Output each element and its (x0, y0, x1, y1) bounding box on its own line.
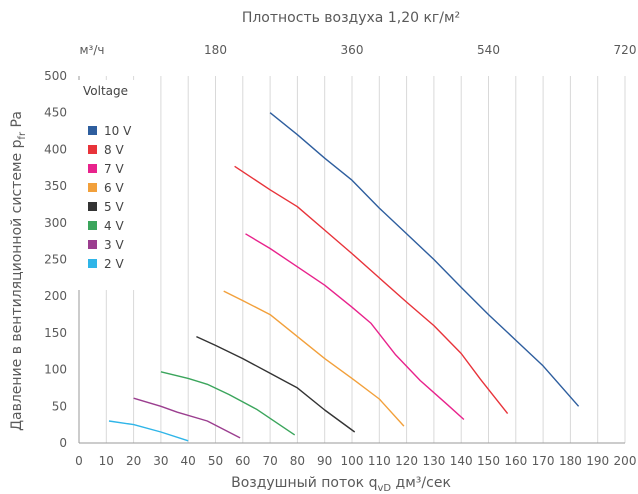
x-tick-label: 0 (75, 454, 83, 468)
x-tick-label: 60 (235, 454, 250, 468)
legend-label: 6 V (104, 181, 124, 195)
legend-swatch (88, 240, 97, 249)
x-tick-label: 120 (395, 454, 418, 468)
top-tick-label: 360 (341, 43, 364, 57)
legend-label: 3 V (104, 238, 124, 252)
series-line (133, 397, 241, 439)
legend-label: 8 V (104, 143, 124, 157)
x-tick-label: 20 (126, 454, 141, 468)
legend-label: 2 V (104, 257, 124, 271)
x-tick-label: 150 (477, 454, 500, 468)
legend-swatch (88, 164, 97, 173)
y-axis-label: Давление в вентиляционной системе pfr Pa (9, 111, 28, 431)
x-tick-label: 10 (99, 454, 114, 468)
y-tick-label: 250 (44, 253, 67, 267)
series-line (196, 335, 356, 433)
legend-swatch (88, 183, 97, 192)
y-tick-label: 400 (44, 142, 67, 156)
top-tick-label: 180 (204, 43, 227, 57)
y-tick-label: 50 (52, 399, 67, 413)
y-tick-label: 0 (59, 436, 67, 450)
legend-title: Voltage (83, 84, 128, 98)
top-tick-label: 540 (477, 43, 500, 57)
y-tick-label: 300 (44, 216, 67, 230)
x-tick-label: 170 (532, 454, 555, 468)
x-tick-label: 40 (181, 454, 196, 468)
legend-label: 7 V (104, 162, 124, 176)
x-tick-label: 160 (504, 454, 527, 468)
y-tick-label: 500 (44, 69, 67, 83)
top-axis-unit: м³/ч (80, 43, 105, 57)
legend-label: 10 V (104, 124, 132, 138)
y-tick-label: 350 (44, 179, 67, 193)
x-tick-label: 30 (153, 454, 168, 468)
x-tick-label: 90 (317, 454, 332, 468)
series-line (245, 233, 465, 421)
x-tick-label: 130 (422, 454, 445, 468)
x-tick-label: 180 (559, 454, 582, 468)
y-tick-label: 150 (44, 326, 67, 340)
legend-swatch (88, 259, 97, 268)
top-tick-label: 720 (614, 43, 637, 57)
series-line (234, 165, 509, 415)
x-tick-label: 110 (368, 454, 391, 468)
legend: Voltage 10 V 8 V 7 V 6 V 5 V 4 V 3 V 2 V (78, 80, 146, 290)
legend-swatch (88, 221, 97, 230)
legend-swatch (88, 145, 97, 154)
x-axis-ticks: 0 10 20 30 40 50 60 70 80 90 100 110 120 130 140 150 160… (75, 454, 636, 468)
x-tick-label: 70 (262, 454, 277, 468)
legend-label: 4 V (104, 219, 124, 233)
series-lines (108, 112, 580, 442)
series-line (269, 112, 580, 407)
y-tick-label: 100 (44, 363, 67, 377)
legend-label: 5 V (104, 200, 124, 214)
air-density-title: Плотность воздуха 1,20 кг/м² (242, 10, 460, 26)
x-tick-label: 190 (586, 454, 609, 468)
y-tick-label: 200 (44, 289, 67, 303)
top-axis-ticks: 180 360 540 720 (204, 43, 636, 57)
legend-swatch (88, 126, 97, 135)
x-axis-label: Воздушный поток qvD дм³/сек (231, 475, 451, 494)
series-line (160, 371, 296, 436)
y-axis-ticks: 0 50 100 150 200 250 300 350 400 450 500 (44, 69, 67, 450)
x-tick-label: 200 (614, 454, 637, 468)
x-tick-label: 100 (341, 454, 364, 468)
series-line (223, 290, 405, 427)
x-tick-label: 80 (290, 454, 305, 468)
y-tick-label: 450 (44, 106, 67, 120)
series-line (108, 420, 189, 442)
x-tick-label: 50 (208, 454, 223, 468)
legend-swatch (88, 202, 97, 211)
x-tick-label: 140 (450, 454, 473, 468)
